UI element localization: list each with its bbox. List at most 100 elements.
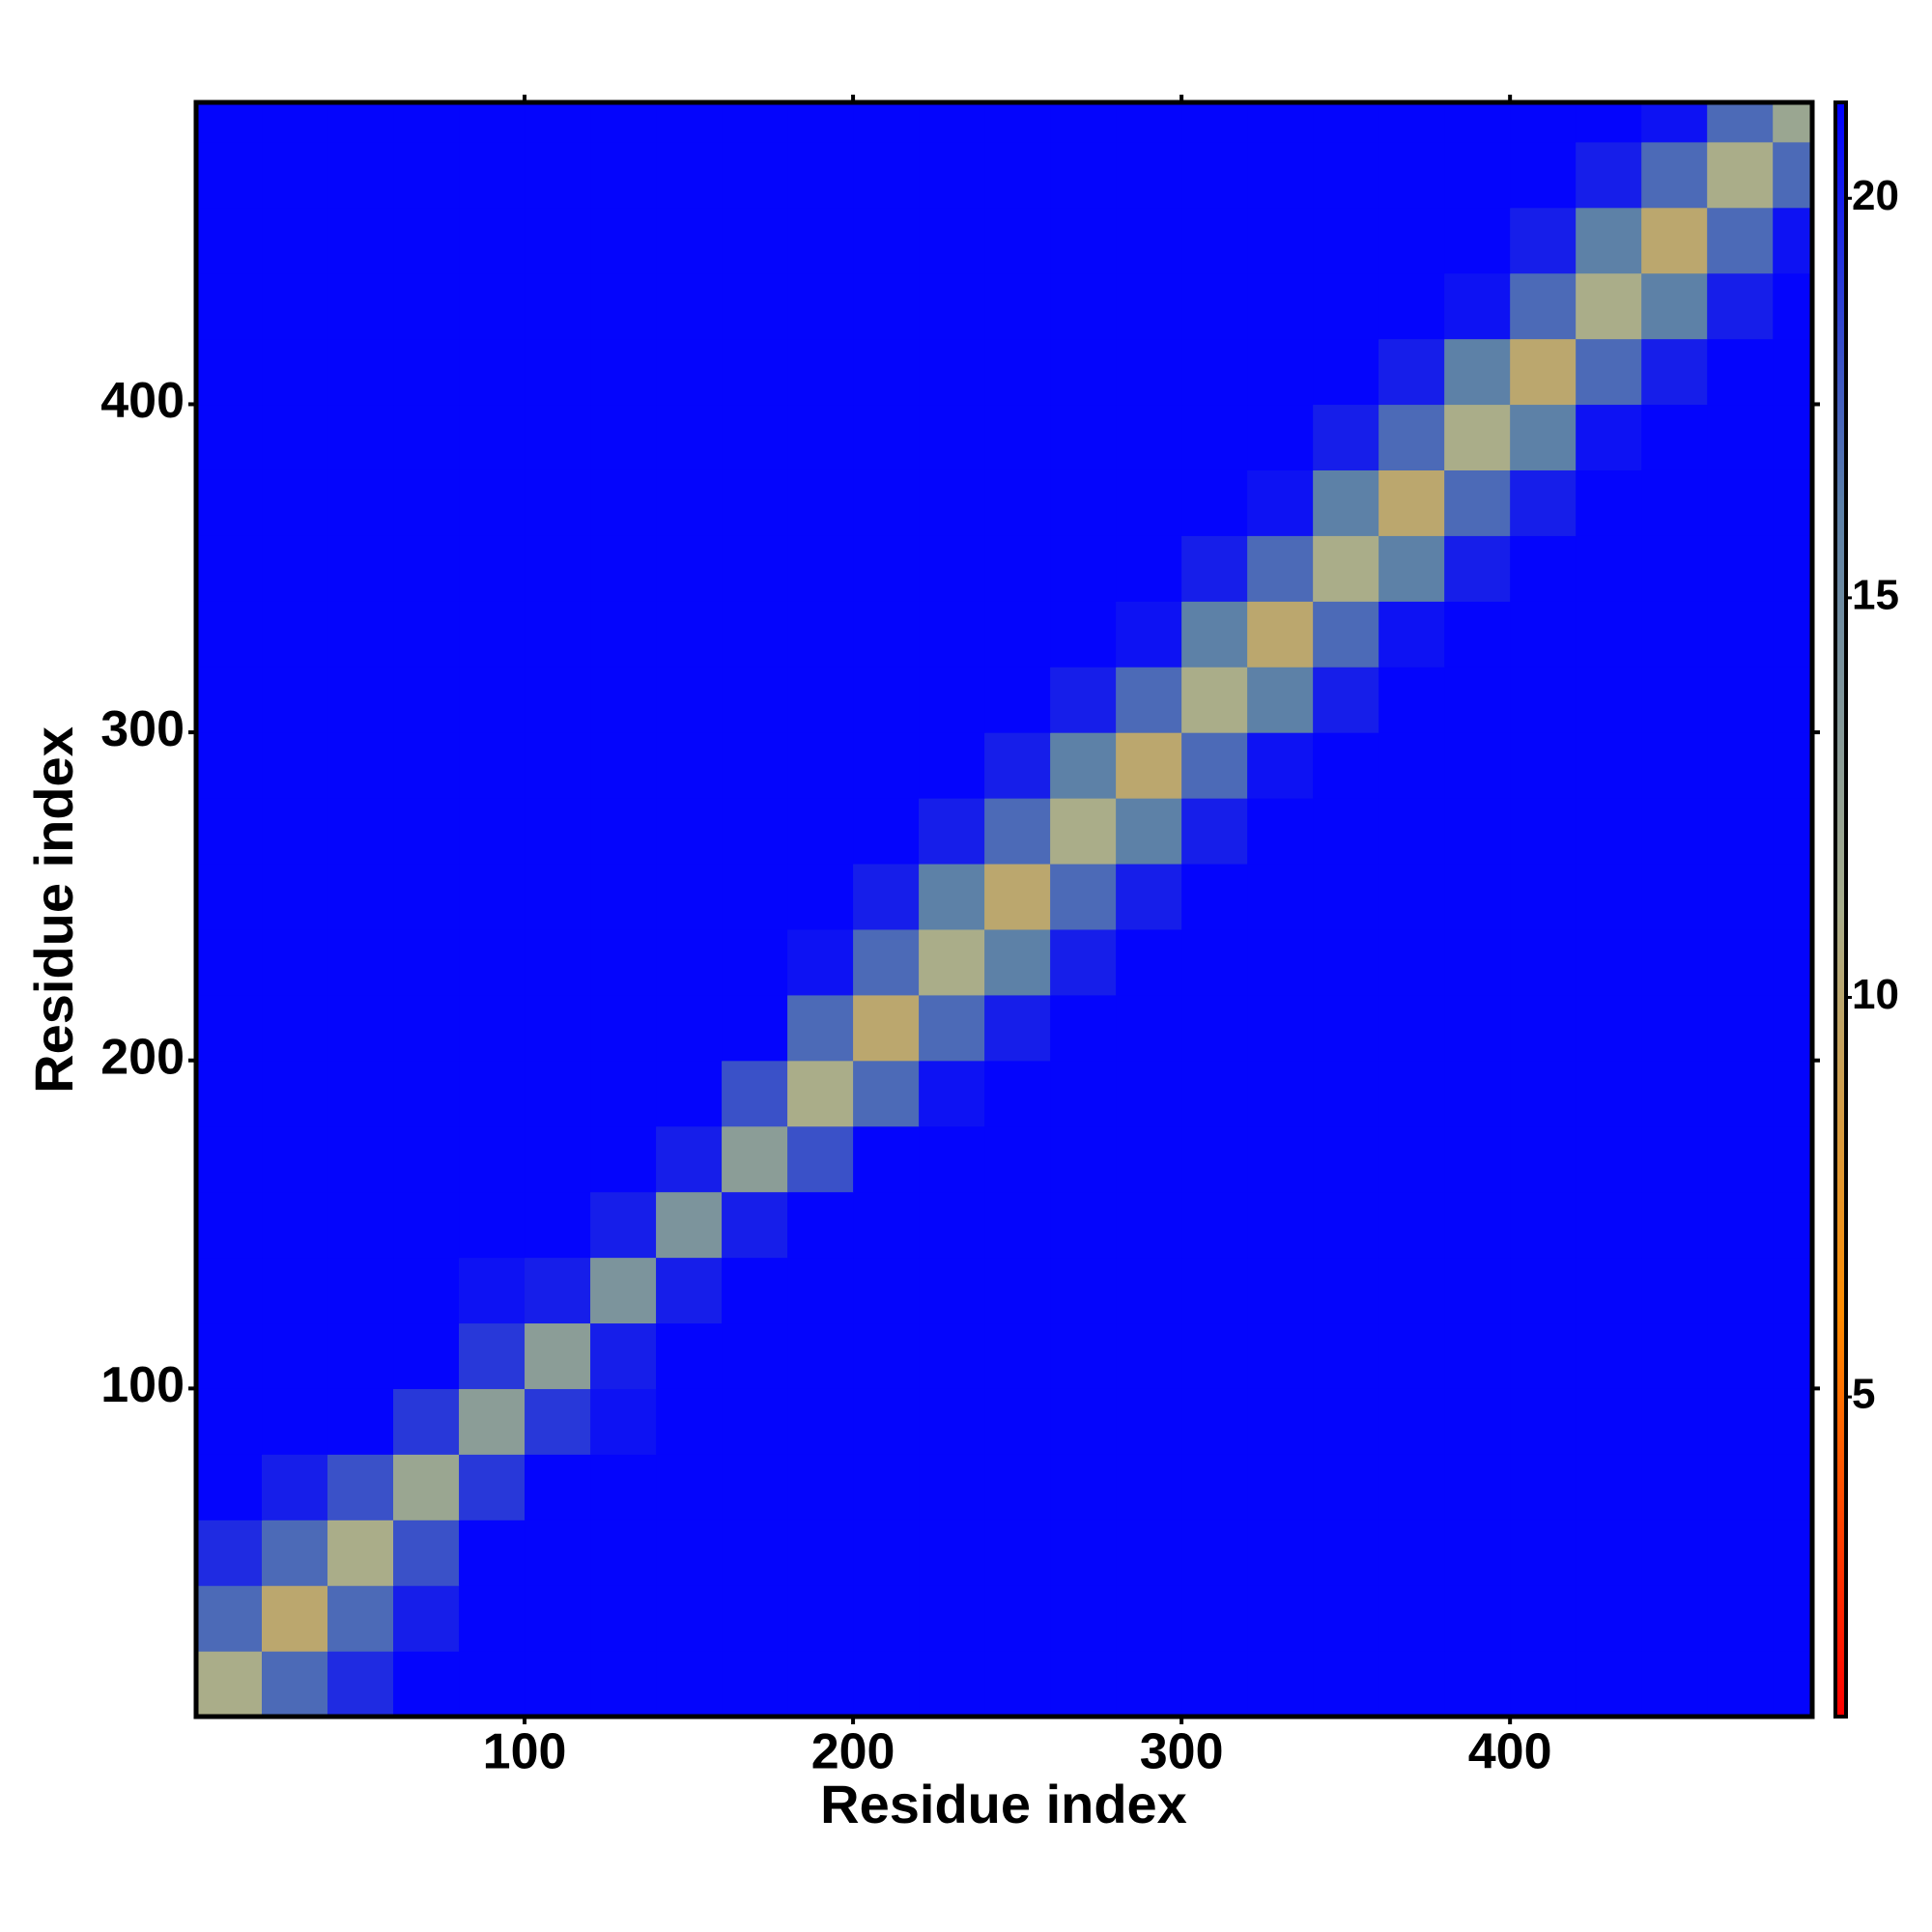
heatmap-cell bbox=[1510, 1125, 1577, 1193]
heatmap-cell bbox=[1444, 732, 1511, 799]
plot-frame bbox=[193, 99, 1815, 1719]
heatmap-cell bbox=[1641, 1454, 1708, 1520]
heatmap-cell bbox=[722, 272, 788, 340]
heatmap-cell bbox=[196, 1257, 263, 1324]
heatmap-cell bbox=[1641, 928, 1708, 996]
heatmap-cell bbox=[656, 1125, 723, 1193]
heatmap-cell bbox=[525, 732, 591, 799]
heatmap-cell bbox=[1444, 102, 1511, 143]
heatmap-cell bbox=[525, 1585, 591, 1652]
heatmap-cell bbox=[1576, 798, 1642, 865]
heatmap-cell bbox=[1641, 667, 1708, 733]
heatmap-cell bbox=[327, 928, 394, 996]
heatmap-cell bbox=[1378, 798, 1445, 865]
heatmap-cell bbox=[1247, 863, 1314, 930]
heatmap-cell bbox=[1116, 272, 1182, 340]
heatmap-cell bbox=[1181, 535, 1248, 602]
heatmap-cell bbox=[327, 1060, 394, 1127]
heatmap-cell bbox=[919, 1520, 985, 1586]
heatmap-cell bbox=[525, 994, 591, 1062]
heatmap-cell bbox=[1707, 601, 1774, 668]
heatmap-cell bbox=[1510, 1257, 1577, 1324]
heatmap-cell bbox=[525, 1257, 591, 1324]
heatmap-cell bbox=[1050, 1585, 1117, 1652]
heatmap-cell bbox=[1116, 1520, 1182, 1586]
heatmap-cell bbox=[1707, 1060, 1774, 1127]
heatmap-cell bbox=[656, 667, 723, 733]
heatmap-cell bbox=[1313, 1585, 1379, 1652]
heatmap-cell bbox=[1773, 1125, 1813, 1193]
heatmap-cell bbox=[1378, 1585, 1445, 1652]
heatmap-cell bbox=[787, 1125, 854, 1193]
heatmap-cell bbox=[1313, 1191, 1379, 1259]
heatmap-cell bbox=[919, 272, 985, 340]
heatmap-cell bbox=[1181, 1191, 1248, 1259]
heatmap-cell bbox=[1378, 1060, 1445, 1127]
heatmap-cell bbox=[1510, 207, 1577, 274]
heatmap-cell bbox=[1576, 404, 1642, 470]
heatmap-cell bbox=[1050, 667, 1117, 733]
heatmap-cell bbox=[327, 863, 394, 930]
heatmap-cell bbox=[984, 1257, 1051, 1324]
heatmap-cell bbox=[1444, 1257, 1511, 1324]
heatmap-cell bbox=[787, 863, 854, 930]
heatmap-cell bbox=[919, 141, 985, 209]
heatmap-cell bbox=[1116, 798, 1182, 865]
heatmap-cell bbox=[853, 1388, 920, 1455]
heatmap-cell bbox=[1510, 1322, 1577, 1389]
heatmap-cell bbox=[1510, 601, 1577, 668]
heatmap-cell bbox=[1444, 994, 1511, 1062]
heatmap-cell bbox=[1247, 601, 1314, 668]
heatmap-cell bbox=[787, 928, 854, 996]
heatmap-cell bbox=[722, 207, 788, 274]
heatmap-cell bbox=[1313, 732, 1379, 799]
heatmap-cell bbox=[853, 1257, 920, 1324]
heatmap-cell bbox=[1247, 1585, 1314, 1652]
heatmap-cell bbox=[525, 601, 591, 668]
heatmap-cell bbox=[1050, 1454, 1117, 1520]
heatmap-cell bbox=[1773, 469, 1813, 536]
heatmap-cell bbox=[722, 798, 788, 865]
heatmap-cell bbox=[590, 798, 657, 865]
heatmap-cell bbox=[1444, 272, 1511, 340]
heatmap-cell bbox=[327, 732, 394, 799]
heatmap-cell bbox=[590, 141, 657, 209]
heatmap-cell bbox=[1050, 404, 1117, 470]
heatmap-cell bbox=[1773, 1060, 1813, 1127]
heatmap-cell bbox=[1313, 535, 1379, 602]
heatmap-cell bbox=[1707, 994, 1774, 1062]
heatmap-cell bbox=[1773, 1257, 1813, 1324]
heatmap-cell bbox=[1707, 1520, 1774, 1586]
heatmap-cell bbox=[1444, 469, 1511, 536]
heatmap-cell bbox=[1444, 1125, 1511, 1193]
heatmap-cell bbox=[1707, 338, 1774, 406]
heatmap-cell bbox=[853, 994, 920, 1062]
heatmap-cell bbox=[1576, 1257, 1642, 1324]
heatmap-cell bbox=[984, 141, 1051, 209]
heatmap-cell bbox=[656, 732, 723, 799]
heatmap-cell bbox=[196, 207, 263, 274]
heatmap-cell bbox=[853, 1125, 920, 1193]
heatmap-cell bbox=[1773, 102, 1813, 143]
heatmap-cell bbox=[853, 1454, 920, 1520]
heatmap-cell bbox=[656, 1520, 723, 1586]
heatmap-cell bbox=[1510, 1191, 1577, 1259]
heatmap-cell bbox=[1707, 404, 1774, 470]
heatmap-cell bbox=[656, 863, 723, 930]
heatmap-cell bbox=[262, 1454, 328, 1520]
heatmap-cell bbox=[1378, 1191, 1445, 1259]
heatmap-cell bbox=[1050, 732, 1117, 799]
heatmap-cell bbox=[459, 928, 526, 996]
heatmap-cell bbox=[1181, 798, 1248, 865]
heatmap-cell bbox=[393, 404, 460, 470]
y-tick-label: 300 bbox=[100, 701, 185, 757]
heatmap-cell bbox=[1116, 1322, 1182, 1389]
heatmap-cell bbox=[327, 994, 394, 1062]
heatmap-cell bbox=[262, 469, 328, 536]
heatmap-cell bbox=[1116, 863, 1182, 930]
heatmap-cell bbox=[393, 1125, 460, 1193]
heatmap-cell bbox=[722, 1454, 788, 1520]
heatmap-cell bbox=[262, 1388, 328, 1455]
heatmap-cell bbox=[1510, 1454, 1577, 1520]
heatmap-cell bbox=[984, 102, 1051, 143]
